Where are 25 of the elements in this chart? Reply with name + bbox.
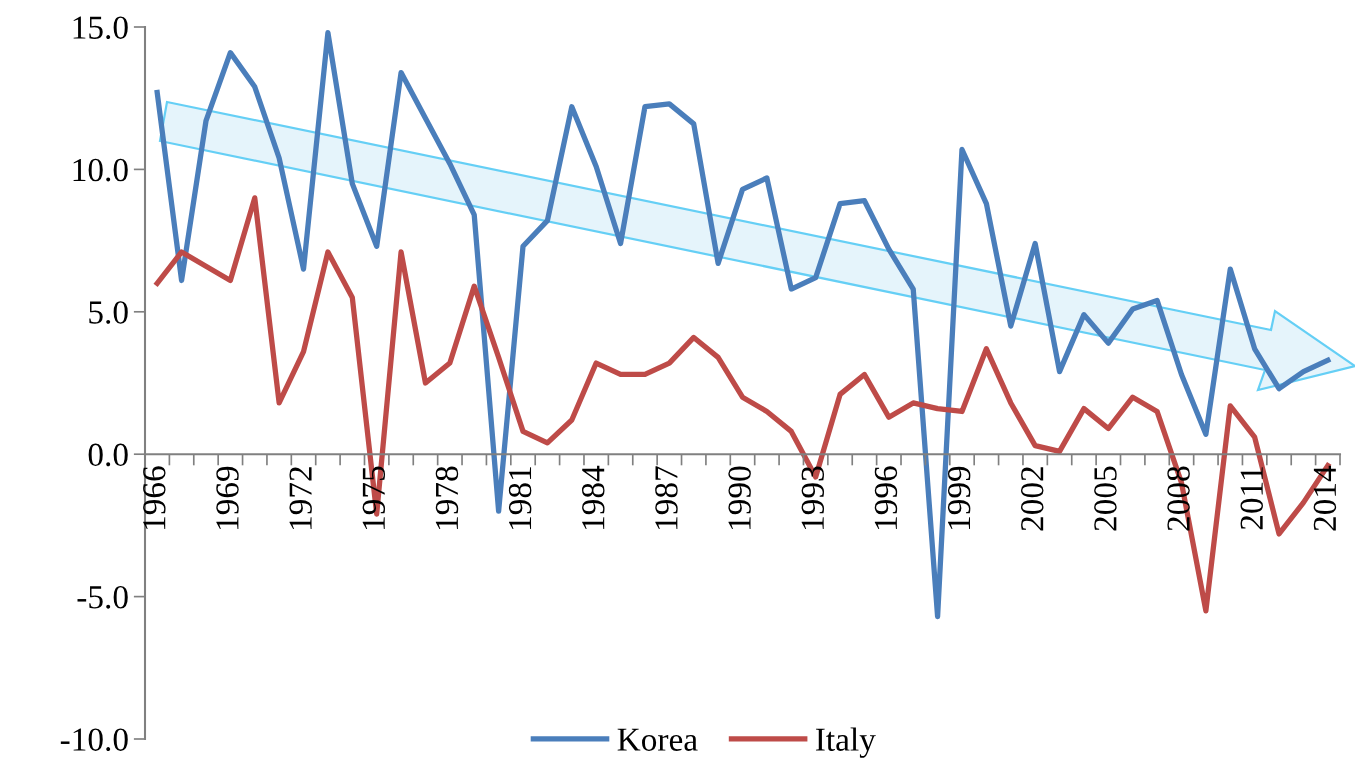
x-tick-label: 1969 (216, 466, 239, 530)
x-tick-label: 1999 (947, 466, 971, 530)
x-tick-label: 1987 (655, 466, 678, 530)
y-tick-label: 15.0 (73, 16, 128, 40)
x-tick-label: 1984 (582, 465, 605, 530)
y-tick-label: -5.0 (77, 586, 128, 609)
legend-label: Korea (617, 728, 698, 751)
x-tick-label: 1996 (874, 466, 898, 530)
y-tick-label: -10.0 (60, 728, 128, 752)
x-tick-label: 1966 (143, 466, 166, 530)
x-tick-label: 2008 (1167, 466, 1190, 531)
x-tick-label: 1975 (362, 466, 386, 530)
x-tick-label: 1993 (801, 466, 825, 530)
x-tick-label: 1972 (289, 467, 312, 530)
legend-label: Italy (815, 727, 876, 758)
y-tick-label: 10.0 (73, 158, 128, 182)
y-tick-label: 0.0 (88, 443, 128, 467)
x-tick-label: 1978 (435, 466, 459, 530)
x-tick-label: 1990 (728, 466, 751, 530)
x-tick-label: 2011 (1240, 467, 1263, 530)
y-tick-label: 5.0 (89, 301, 128, 324)
x-tick-label: 2014 (1313, 465, 1337, 531)
x-tick-label: 2002 (1021, 467, 1044, 531)
x-tick-label: 1981 (508, 467, 532, 530)
x-tick-label: 2005 (1094, 466, 1117, 531)
